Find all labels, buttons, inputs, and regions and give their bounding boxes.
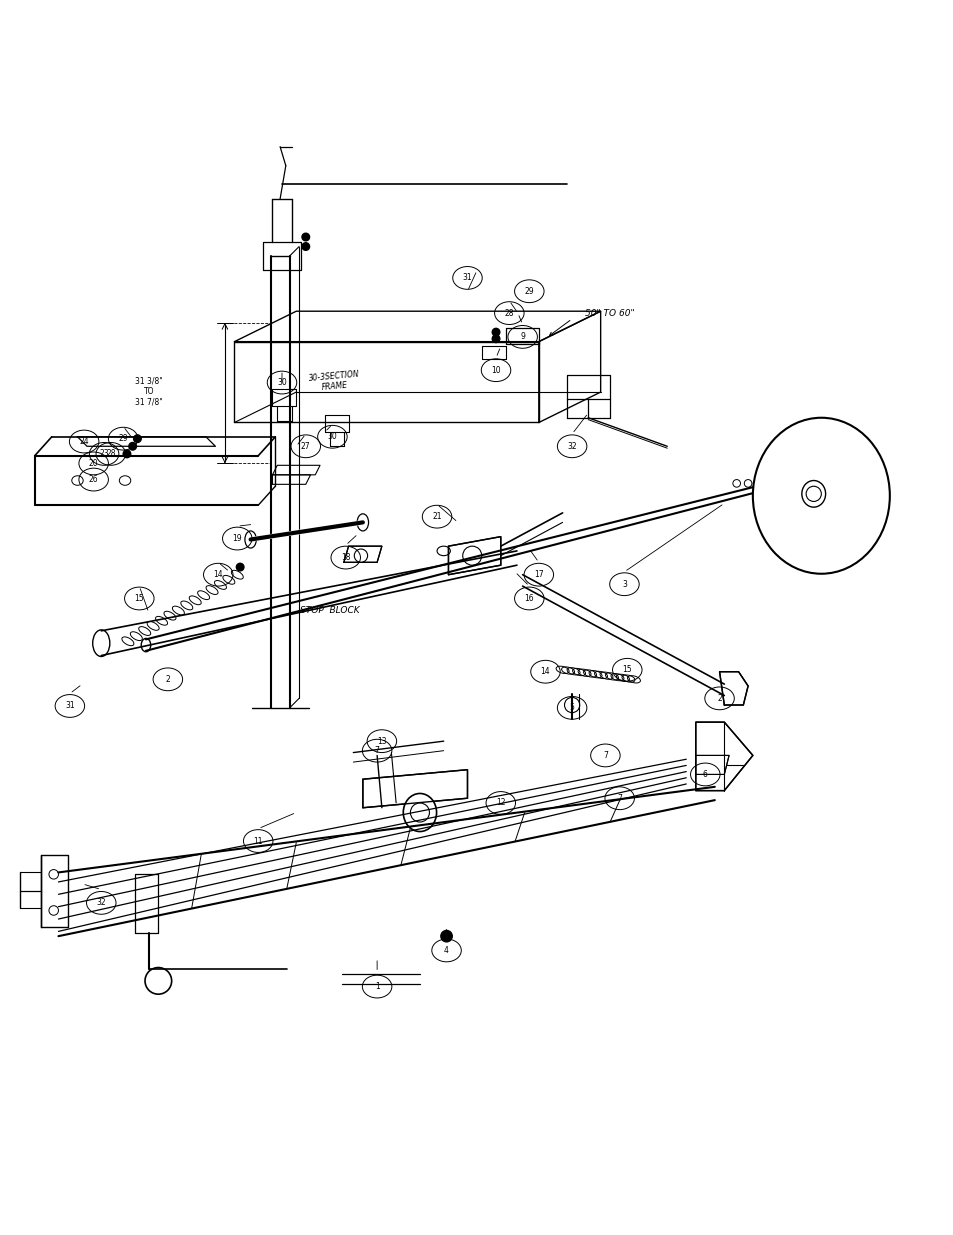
Ellipse shape: [141, 638, 151, 652]
Circle shape: [129, 442, 136, 450]
Circle shape: [697, 762, 712, 777]
Polygon shape: [448, 537, 500, 574]
Text: 12: 12: [496, 799, 505, 808]
Text: 14: 14: [540, 667, 550, 677]
Text: 23: 23: [99, 450, 109, 458]
Text: 3: 3: [621, 579, 626, 589]
Text: 29: 29: [524, 287, 534, 295]
Circle shape: [492, 329, 499, 336]
Text: 5: 5: [569, 704, 574, 713]
Text: 14: 14: [213, 571, 223, 579]
Circle shape: [302, 243, 310, 251]
Text: 1: 1: [375, 982, 379, 990]
Text: 2: 2: [165, 674, 170, 684]
Circle shape: [133, 435, 141, 442]
Text: 7: 7: [375, 746, 379, 755]
Polygon shape: [719, 672, 747, 705]
Text: 24: 24: [79, 437, 89, 446]
Text: 28: 28: [504, 309, 514, 317]
Polygon shape: [362, 769, 467, 808]
Circle shape: [123, 450, 131, 458]
Text: 7: 7: [602, 751, 607, 760]
Text: 7: 7: [617, 794, 621, 803]
Text: 21: 21: [432, 513, 441, 521]
Ellipse shape: [92, 630, 110, 657]
Circle shape: [766, 479, 774, 487]
Text: 31: 31: [462, 273, 472, 283]
Text: STOP  BLOCK: STOP BLOCK: [299, 606, 359, 615]
Text: 2: 2: [717, 694, 721, 703]
Text: 11: 11: [253, 836, 263, 846]
Circle shape: [743, 479, 751, 487]
Text: 20: 20: [89, 459, 98, 468]
Text: 13: 13: [376, 736, 386, 746]
Text: 29: 29: [118, 435, 128, 443]
Circle shape: [755, 479, 762, 487]
Ellipse shape: [245, 531, 256, 548]
Text: 30-3SECTION
FRAME: 30-3SECTION FRAME: [308, 369, 360, 394]
Text: 30: 30: [276, 378, 287, 387]
Ellipse shape: [752, 417, 889, 574]
Text: 19: 19: [233, 534, 242, 543]
Circle shape: [354, 550, 367, 562]
Text: 4: 4: [444, 946, 449, 955]
Circle shape: [564, 698, 579, 713]
Circle shape: [236, 563, 244, 571]
Polygon shape: [695, 756, 728, 774]
Text: 17: 17: [534, 571, 543, 579]
Circle shape: [410, 803, 429, 823]
Polygon shape: [343, 546, 381, 562]
Text: 32: 32: [567, 442, 577, 451]
Circle shape: [440, 930, 452, 942]
Text: 30: 30: [327, 432, 337, 441]
Text: 15: 15: [134, 594, 144, 603]
Text: 16: 16: [524, 594, 534, 603]
Circle shape: [462, 546, 481, 566]
Text: 27: 27: [300, 442, 311, 451]
Text: 26: 26: [89, 475, 98, 484]
Text: 18: 18: [340, 553, 350, 562]
Text: 31: 31: [65, 701, 74, 710]
Circle shape: [732, 479, 740, 487]
Ellipse shape: [356, 514, 368, 531]
Circle shape: [302, 233, 310, 241]
Circle shape: [492, 335, 499, 342]
Text: 15: 15: [621, 666, 632, 674]
Text: 50" TO 60": 50" TO 60": [585, 309, 635, 317]
Text: 32: 32: [96, 898, 106, 908]
Text: 6: 6: [702, 769, 707, 779]
Ellipse shape: [801, 480, 824, 508]
Polygon shape: [695, 722, 752, 790]
Ellipse shape: [403, 793, 436, 831]
Text: 9: 9: [519, 332, 524, 341]
Text: 28: 28: [106, 450, 115, 458]
Text: 10: 10: [491, 366, 500, 374]
Circle shape: [805, 487, 821, 501]
Text: 31 3/8"
TO
31 7/8": 31 3/8" TO 31 7/8": [134, 377, 163, 406]
